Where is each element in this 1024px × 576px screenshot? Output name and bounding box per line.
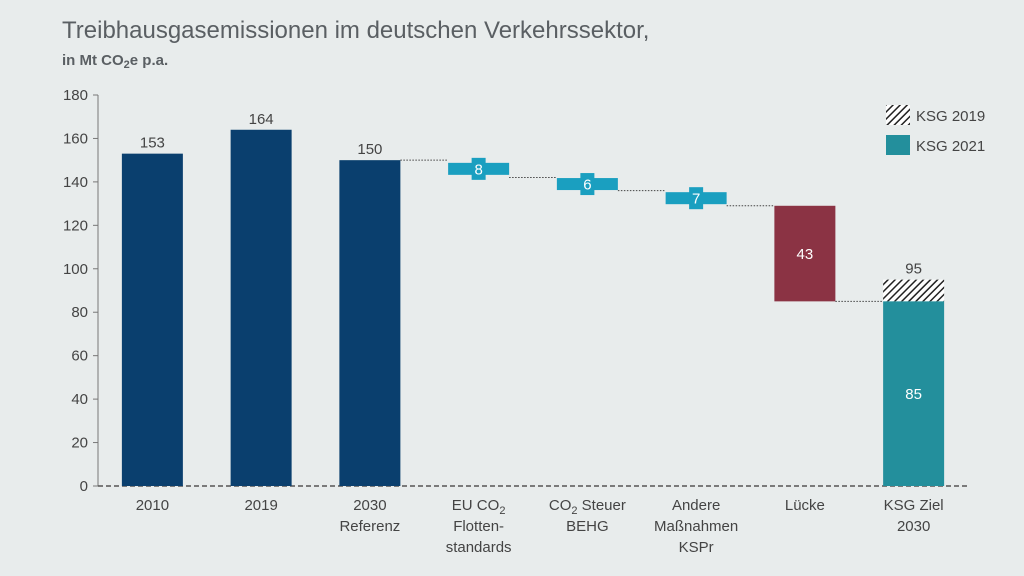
bar-target-hatch [883, 279, 945, 302]
x-category-label: Maßnahmen [654, 518, 738, 535]
legend-label: KSG 2019 [916, 108, 985, 125]
bar-value-label: 164 [249, 111, 274, 128]
y-tick-label: 20 [71, 435, 88, 452]
bar-reduction-notch [471, 157, 486, 180]
bar-reduction-notch [689, 187, 704, 210]
legend-swatch [886, 135, 910, 155]
x-category-label: BEHG [566, 518, 609, 535]
bar-value-label: 150 [357, 141, 382, 158]
y-tick-label: 0 [80, 478, 88, 495]
x-category-label: 2030 [353, 497, 386, 514]
x-category-label: EU CO2 [452, 497, 506, 517]
bar-total [230, 129, 292, 486]
bar-value-label: 8 [474, 161, 482, 178]
y-tick-label: 160 [63, 130, 88, 147]
bar-value-label: 6 [583, 177, 591, 194]
x-category-label: Lücke [785, 497, 825, 514]
bar-hatch-value-label: 95 [905, 261, 922, 278]
x-category-label: Andere [672, 497, 720, 514]
bar-value-label: 7 [692, 191, 700, 208]
x-category-label: KSPr [679, 539, 714, 556]
bar-value-label: 153 [140, 135, 165, 152]
bar-total [121, 153, 183, 486]
x-category-label: KSG Ziel [884, 497, 944, 514]
bar-target [883, 301, 945, 486]
x-category-label: Referenz [339, 518, 400, 535]
bar-value-label: 85 [905, 386, 922, 403]
y-tick-label: 100 [63, 261, 88, 278]
x-category-label: Flotten- [453, 518, 504, 535]
bar-gap [774, 205, 836, 302]
bar-value-label: 43 [797, 246, 814, 263]
x-category-label: 2019 [244, 497, 277, 514]
y-tick-label: 40 [71, 391, 88, 408]
x-category-label: 2010 [136, 497, 169, 514]
y-tick-label: 140 [63, 174, 88, 191]
chart-title: Treibhausgasemissionen im deutschen Verk… [62, 17, 650, 44]
legend-swatch [886, 105, 910, 125]
chart-subtitle: in Mt CO2e p.a. [62, 52, 169, 71]
bar-total [339, 160, 401, 486]
y-tick-label: 80 [71, 304, 88, 321]
legend-label: KSG 2021 [916, 138, 985, 155]
x-category-label: standards [446, 539, 512, 556]
x-category-label: CO2 Steuer [549, 497, 626, 517]
bar-reduction-notch [580, 173, 595, 196]
x-category-label: 2030 [897, 518, 930, 535]
y-tick-label: 60 [71, 348, 88, 365]
y-tick-label: 120 [63, 217, 88, 234]
y-tick-label: 180 [63, 87, 88, 104]
